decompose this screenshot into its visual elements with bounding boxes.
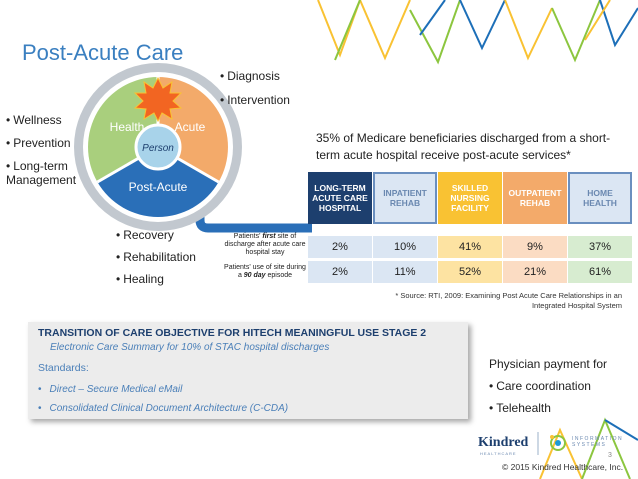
hitech-subtitle: Electronic Care Summary for 10% of STAC … [50, 342, 330, 353]
physician-bullet: Telehealth [489, 401, 551, 415]
kindred-logo-sub: HEALTHCARE [480, 451, 517, 456]
hitech-box: TRANSITION OF CARE OBJECTIVE FOR HITECH … [28, 322, 468, 419]
health-bullet: Long-term Management [6, 159, 96, 187]
table-cell: 21% [503, 261, 567, 283]
standards-label: Standards: [38, 362, 89, 374]
col-header-inpatient-rehab: INPATIENT REHAB [373, 172, 437, 224]
col-header-home-health: HOME HEALTH [568, 172, 632, 224]
table-cell: 61% [568, 261, 632, 283]
acute-bullet: Diagnosis [220, 69, 280, 83]
wheel-acute-label: Acute [175, 120, 206, 134]
col-header-snf: SKILLED NURSING FACILITY [438, 172, 502, 224]
person-circle [134, 123, 182, 171]
row-label-90-day: Patients' use of site during a 90 day ep… [224, 264, 306, 279]
health-bullet: Wellness [6, 113, 61, 127]
kindred-logo: Kindred [478, 435, 529, 450]
wheel-post-acute-label: Post-Acute [129, 180, 188, 194]
col-header-ltac: LONG-TERM ACUTE CARE HOSPITAL [308, 172, 372, 224]
table-cell: 41% [438, 236, 502, 258]
acute-bullet: Intervention [220, 93, 290, 107]
post-acute-bullet: Recovery [116, 228, 174, 242]
table-cell: 37% [568, 236, 632, 258]
hitech-title: TRANSITION OF CARE OBJECTIVE FOR HITECH … [38, 327, 427, 339]
starburst-icon [133, 76, 183, 123]
wheel-person-label: Person [142, 143, 174, 154]
table-cell: 52% [438, 261, 502, 283]
page-number: 3 [608, 452, 612, 459]
connector-arrow [195, 205, 312, 233]
source-note: * Source: RTI, 2009: Examining Post Acut… [395, 291, 622, 310]
col-header-outpatient-rehab: OUTPATIENT REHAB [503, 172, 567, 224]
post-acute-bullet: Healing [116, 272, 164, 286]
row-label-first-site: Patients' first site of discharge after … [224, 233, 306, 256]
post-acute-sector [97, 147, 219, 217]
physician-bullet: Care coordination [489, 379, 591, 393]
table-cell: 2% [308, 236, 372, 258]
page-title: Post-Acute Care [22, 40, 184, 65]
info-systems-logo: INFORMATION SYSTEMS [572, 436, 624, 448]
health-bullet: Prevention [6, 136, 70, 150]
copyright: © 2015 Kindred Healthcare, Inc. [502, 462, 624, 472]
stat-heading: 35% of Medicare beneficiaries discharged… [316, 131, 611, 162]
wheel-health-label: Health [110, 120, 145, 134]
physician-heading: Physician payment for [489, 357, 608, 371]
table-cell: 11% [373, 261, 437, 283]
table-cell: 9% [503, 236, 567, 258]
table-cell: 2% [308, 261, 372, 283]
standard-item: Direct – Secure Medical eMail [38, 384, 183, 395]
standard-item: Consolidated Clinical Document Architect… [38, 403, 289, 414]
post-acute-bullet: Rehabilitation [116, 250, 196, 264]
table-cell: 10% [373, 236, 437, 258]
